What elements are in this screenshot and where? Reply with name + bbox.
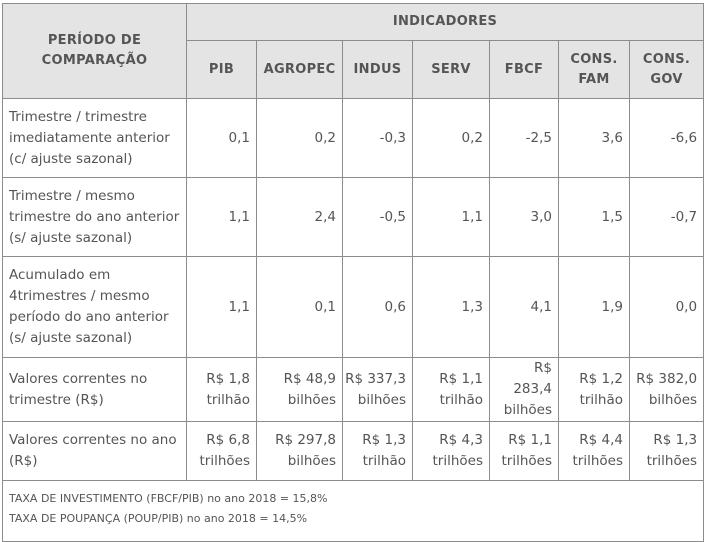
table-cell: 1,3 [412, 256, 490, 358]
table-cell: R$ 1,8 trilhão [186, 357, 257, 422]
table-cell: 1,1 [186, 256, 257, 358]
header-period: PERÍODO DE COMPARAÇÃO [2, 3, 187, 99]
table-cell: R$ 48,9 bilhões [256, 357, 343, 422]
table-cell: 2,4 [256, 177, 343, 257]
table-cell: 3,6 [558, 98, 630, 178]
table-cell: 1,1 [412, 177, 490, 257]
table-cell: R$ 297,8 bilhões [256, 421, 343, 481]
column-header-cons-gov: CONS. GOV [628, 40, 705, 99]
column-header-pib: PIB [186, 40, 257, 99]
table-row: Trimestre / mesmo trimestre do ano anter… [2, 177, 705, 257]
column-header-indus: INDUS [342, 40, 413, 99]
row-label: Trimestre / trimestre imediatamente ante… [2, 98, 187, 178]
table-cell: R$ 283,4 bilhões [489, 357, 559, 422]
table-row: Valores correntes no ano (R$) R$ 6,8 tri… [2, 421, 705, 481]
row-label: Valores correntes no trimestre (R$) [2, 357, 187, 422]
table-cell: 0,1 [256, 256, 343, 358]
table-cell: 1,5 [558, 177, 630, 257]
table-cell: R$ 382,0 bilhões [628, 357, 705, 422]
table-cell: R$ 1,1 trilhão [412, 357, 490, 422]
table-cell: 1,1 [186, 177, 257, 257]
table-cell: 0,6 [342, 256, 413, 358]
row-label: Valores correntes no ano (R$) [2, 421, 187, 481]
table-cell: 0,1 [186, 98, 257, 178]
table-cell: R$ 4,4 trilhões [558, 421, 630, 481]
table-cell: R$ 1,1 trilhões [489, 421, 559, 481]
table-cell: -6,6 [628, 98, 705, 178]
footnote-investment-rate: TAXA DE INVESTIMENTO (FBCF/PIB) no ano 2… [9, 492, 328, 505]
table-cell: -2,5 [489, 98, 559, 178]
row-label: Acumulado em 4trimestres / mesmo período… [2, 256, 187, 358]
table-cell: 0,0 [628, 256, 705, 358]
table-cell: R$ 337,3 bilhões [342, 357, 413, 422]
header-row-top: PERÍODO DE COMPARAÇÃO INDICADORES [2, 3, 705, 99]
column-header-serv: SERV [412, 40, 490, 99]
table-cell: 1,9 [558, 256, 630, 358]
table-cell: -0,3 [342, 98, 413, 178]
table-cell: R$ 4,3 trilhões [412, 421, 490, 481]
footnote-cell: TAXA DE INVESTIMENTO (FBCF/PIB) no ano 2… [1, 480, 705, 542]
column-header-agropec: AGROPEC [256, 40, 343, 99]
table-row: Acumulado em 4trimestres / mesmo período… [2, 256, 705, 358]
header-row-columns: PIB AGROPEC INDUS SERV FBCF CONS. FAM CO… [3, 40, 705, 99]
table-cell: R$ 1,3 trilhões [628, 421, 705, 481]
indicators-table: PERÍODO DE COMPARAÇÃO INDICADORES PIB AG… [1, 3, 705, 542]
table-cell: R$ 6,8 trilhões [186, 421, 257, 481]
table-row: Valores correntes no trimestre (R$) R$ 1… [2, 357, 705, 422]
footnote-row: TAXA DE INVESTIMENTO (FBCF/PIB) no ano 2… [1, 480, 705, 542]
table-cell: 0,2 [256, 98, 343, 178]
table-cell: 4,1 [489, 256, 559, 358]
header-indicators: INDICADORES [185, 3, 705, 41]
table-cell: R$ 1,2 trilhão [558, 357, 630, 422]
table-cell: -0,7 [628, 177, 705, 257]
table-cell: 3,0 [489, 177, 559, 257]
row-label: Trimestre / mesmo trimestre do ano anter… [2, 177, 187, 257]
footnote-savings-rate: TAXA DE POUPANÇA (POUP/PIB) no ano 2018 … [9, 512, 308, 525]
column-header-cons-fam: CONS. FAM [558, 40, 630, 99]
table-cell: -0,5 [342, 177, 413, 257]
column-header-fbcf: FBCF [489, 40, 559, 99]
table-cell: R$ 1,3 trilhão [342, 421, 413, 481]
table-row: Trimestre / trimestre imediatamente ante… [2, 98, 705, 178]
table-cell: 0,2 [412, 98, 490, 178]
